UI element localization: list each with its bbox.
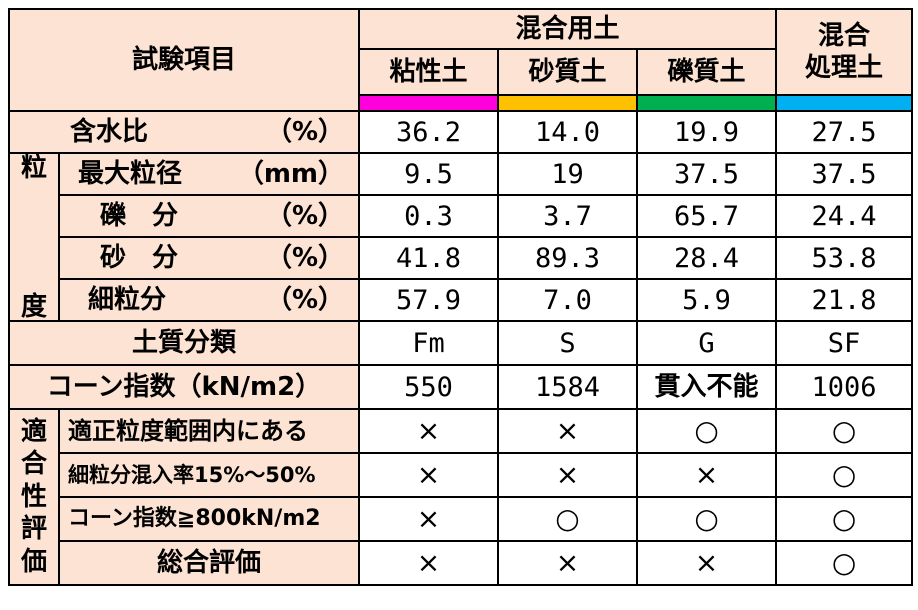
col-clay: 粘性土 [358, 48, 500, 96]
classification-label: 土質分類 [7, 320, 361, 366]
suitability-char: 価 [20, 546, 47, 577]
col-sand: 砂質土 [497, 48, 639, 96]
gravel-value: 65.7 [636, 194, 778, 238]
gravel-value: 3.7 [497, 194, 639, 238]
swatch-gravel [638, 96, 776, 110]
water-label: 含水比 [70, 117, 149, 147]
test-item-header: 試験項目 [7, 8, 361, 112]
sand-value: 89.3 [497, 236, 639, 280]
suitability-char: 性 [20, 481, 47, 512]
color-bar-sand [497, 94, 639, 112]
swatch-clay [360, 96, 498, 110]
fine-unit: （%） [265, 285, 345, 315]
cond2-label: 細粒分混入率15%～50% [57, 452, 361, 498]
cond3-value: ○ [775, 496, 914, 542]
water-value: 14.0 [497, 110, 639, 154]
classification-value: G [636, 320, 778, 366]
fine-label: 細粒分 [88, 285, 167, 315]
cond2-value: × [358, 452, 500, 498]
suitability-char: 適 [20, 416, 47, 447]
maxsize-unit: （mm） [237, 159, 345, 189]
fine-value: 5.9 [636, 278, 778, 322]
cond3-label: コーン指数≧800kN/m2 [57, 496, 361, 542]
row-fine-label: 細粒分 （%） [57, 278, 361, 322]
cond2-value: × [636, 452, 778, 498]
fine-value: 57.9 [358, 278, 500, 322]
cone-value: 550 [358, 364, 500, 410]
swatch-treated [777, 96, 912, 110]
maxsize-value: 19 [497, 152, 639, 196]
suitability-char: 評 [20, 514, 47, 545]
overall-value: × [636, 540, 778, 586]
cone-label: コーン指数（kN/m2） [7, 364, 361, 410]
cond1-value: ○ [636, 408, 778, 454]
swatch-sand [499, 96, 637, 110]
cond3-value: × [358, 496, 500, 542]
fine-value: 21.8 [775, 278, 914, 322]
overall-label: 総合評価 [57, 540, 361, 586]
color-bar-clay [358, 94, 500, 112]
color-bar-gravel [636, 94, 778, 112]
suitability-char: 合 [20, 449, 47, 480]
cond3-value: ○ [636, 496, 778, 542]
cond3-value: ○ [497, 496, 639, 542]
cond1-value: ○ [775, 408, 914, 454]
treated-line2: 処理土 [805, 53, 884, 83]
cone-value: 貫入不能 [636, 364, 778, 410]
sand-value: 28.4 [636, 236, 778, 280]
cond1-label: 適正粒度範囲内にある [57, 408, 361, 454]
classification-value: Fm [358, 320, 500, 366]
row-sand-label: 砂 分 （%） [57, 236, 361, 280]
overall-value: × [497, 540, 639, 586]
soil-test-table: 試験項目 混合用土 混合 処理土 粘性土 砂質土 礫質土 含水比 （%） 36.… [7, 8, 914, 586]
fine-value: 7.0 [497, 278, 639, 322]
mixed-soil-header: 混合用土 [358, 8, 778, 50]
color-bar-treated [775, 94, 914, 112]
overall-value: ○ [775, 540, 914, 586]
sand-value: 41.8 [358, 236, 500, 280]
cond2-value: ○ [775, 452, 914, 498]
classification-value: SF [775, 320, 914, 366]
granularity-label: 粒 度 [8, 152, 60, 322]
water-value: 19.9 [636, 110, 778, 154]
sand-value: 53.8 [775, 236, 914, 280]
gravel-label: 礫 分 [100, 201, 179, 231]
granularity-char-top: 粒 [20, 152, 47, 183]
maxsize-value: 9.5 [358, 152, 500, 196]
maxsize-value: 37.5 [775, 152, 914, 196]
row-water-label: 含水比 （%） [7, 110, 361, 154]
cond1-value: × [358, 408, 500, 454]
maxsize-value: 37.5 [636, 152, 778, 196]
row-maxsize-label: 最大粒径 （mm） [57, 152, 361, 196]
water-value: 27.5 [775, 110, 914, 154]
row-gravel-label: 礫 分 （%） [57, 194, 361, 238]
gravel-value: 0.3 [358, 194, 500, 238]
treated-soil-header: 混合 処理土 [775, 8, 914, 96]
water-value: 36.2 [358, 110, 500, 154]
sand-label: 砂 分 [100, 243, 179, 273]
col-gravel: 礫質土 [636, 48, 778, 96]
overall-value: × [358, 540, 500, 586]
cone-value: 1006 [775, 364, 914, 410]
granularity-char-bottom: 度 [20, 291, 47, 322]
cond1-value: × [497, 408, 639, 454]
maxsize-label: 最大粒径 [78, 159, 183, 189]
sand-unit: （%） [265, 243, 345, 273]
cond2-value: × [497, 452, 639, 498]
cone-value: 1584 [497, 364, 639, 410]
gravel-unit: （%） [265, 201, 345, 231]
classification-value: S [497, 320, 639, 366]
treated-line1: 混合 [818, 21, 871, 51]
suitability-label: 適 合 性 評 価 [8, 408, 60, 586]
gravel-value: 24.4 [775, 194, 914, 238]
water-unit: （%） [265, 117, 345, 147]
